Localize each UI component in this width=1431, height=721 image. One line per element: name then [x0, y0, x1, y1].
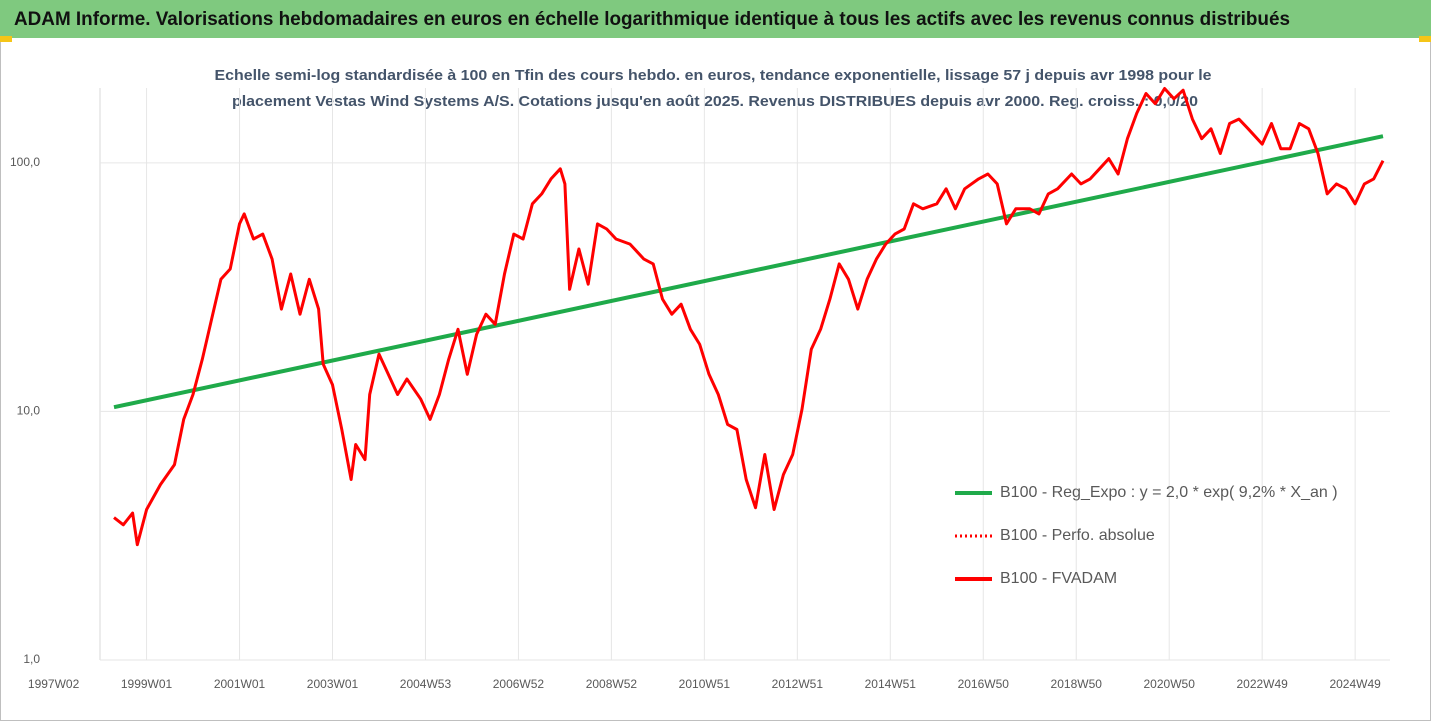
x-tick-label: 2024W49 [1329, 677, 1381, 691]
subtitle: placement Vestas Wind Systems A/S. Cotat… [232, 93, 1198, 110]
chart-title: ADAM Informe. Valorisations hebdomadaire… [14, 9, 1290, 30]
x-tick-label: 2001W01 [214, 677, 266, 691]
y-tick-label: 1,0 [23, 652, 40, 666]
legend-label: B100 - Reg_Expo : y = 2,0 * exp( 9,2% * … [1000, 484, 1338, 501]
legend: B100 - Reg_Expo : y = 2,0 * exp( 9,2% * … [955, 484, 1338, 587]
x-tick-label: 2014W51 [865, 677, 917, 691]
grid: 1997W02 1999W01 2001W01 2003W01 2004W53 2006W… [10, 88, 1390, 691]
x-tick-label: 2006W52 [493, 677, 545, 691]
x-tick-label: 1999W01 [121, 677, 173, 691]
x-tick-label: 2016W50 [958, 677, 1010, 691]
x-tick-label: 2022W49 [1236, 677, 1288, 691]
handle [0, 36, 12, 42]
x-tick-label: 1997W02 [28, 677, 80, 691]
legend-label: B100 - FVADAM [1000, 570, 1117, 587]
series-line [113, 134, 1384, 410]
x-tick-label: 2018W50 [1051, 677, 1103, 691]
x-tick-label: 2020W50 [1144, 677, 1196, 691]
handle [1419, 36, 1431, 42]
x-tick-label: 2008W52 [586, 677, 638, 691]
y-tick-label: 10,0 [17, 404, 41, 418]
title-bar [0, 0, 1431, 38]
y-tick-label: 100,0 [10, 155, 40, 169]
subtitle: Echelle semi-log standardisée à 100 en T… [215, 67, 1212, 84]
series-line [113, 87, 1385, 547]
legend-label: B100 - Perfo. absolue [1000, 527, 1155, 544]
x-tick-label: 2003W01 [307, 677, 359, 691]
x-tick-label: 2012W51 [772, 677, 824, 691]
x-tick-label: 2004W53 [400, 677, 452, 691]
plot [113, 87, 1385, 547]
x-tick-label: 2010W51 [679, 677, 731, 691]
